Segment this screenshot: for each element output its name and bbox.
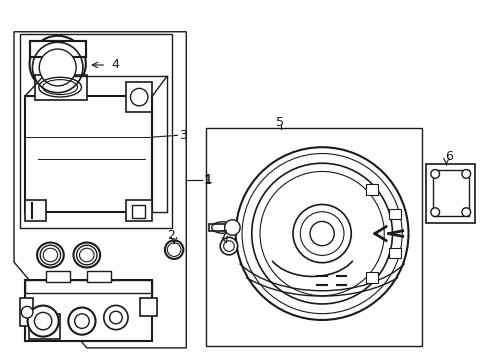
Bar: [25, 280, 152, 341]
Text: 7: 7: [220, 229, 228, 242]
Circle shape: [461, 208, 469, 216]
Circle shape: [39, 49, 76, 86]
Bar: [388, 248, 400, 258]
Bar: [366, 272, 377, 283]
Circle shape: [27, 306, 59, 337]
Circle shape: [220, 237, 237, 255]
Ellipse shape: [73, 243, 100, 267]
Bar: [132, 205, 145, 217]
Bar: [20, 298, 33, 327]
Ellipse shape: [43, 248, 58, 262]
Text: 5: 5: [275, 116, 284, 129]
Bar: [25, 280, 152, 293]
Bar: [28, 314, 60, 339]
Text: 1: 1: [203, 174, 211, 186]
Circle shape: [34, 312, 52, 330]
Bar: [35, 75, 87, 100]
Circle shape: [309, 221, 334, 246]
Bar: [388, 209, 400, 219]
Circle shape: [109, 311, 122, 324]
Ellipse shape: [40, 245, 61, 265]
Bar: [20, 33, 171, 228]
Bar: [87, 271, 111, 282]
Circle shape: [224, 220, 240, 235]
Bar: [25, 200, 45, 221]
Bar: [432, 170, 468, 216]
Text: 6: 6: [445, 150, 452, 163]
Ellipse shape: [77, 245, 97, 265]
Text: 1: 1: [204, 173, 212, 186]
Bar: [205, 128, 421, 346]
Text: 4: 4: [111, 58, 119, 72]
Circle shape: [21, 306, 33, 318]
Circle shape: [75, 314, 89, 328]
Circle shape: [430, 208, 439, 216]
Ellipse shape: [164, 240, 183, 259]
Bar: [209, 224, 237, 231]
Ellipse shape: [37, 243, 63, 267]
Circle shape: [103, 305, 128, 330]
Circle shape: [235, 147, 407, 320]
Text: 2: 2: [166, 229, 174, 242]
Circle shape: [68, 307, 95, 335]
Bar: [366, 184, 377, 195]
Bar: [125, 200, 152, 221]
Bar: [45, 271, 70, 282]
Bar: [25, 96, 152, 212]
Circle shape: [292, 204, 350, 263]
Circle shape: [461, 170, 469, 178]
Bar: [140, 298, 157, 316]
Circle shape: [130, 89, 148, 106]
Bar: [125, 82, 152, 112]
Bar: [29, 41, 86, 57]
Ellipse shape: [80, 248, 94, 262]
Bar: [426, 164, 474, 223]
Text: 3: 3: [179, 129, 186, 142]
Circle shape: [430, 170, 439, 178]
Circle shape: [29, 36, 86, 92]
